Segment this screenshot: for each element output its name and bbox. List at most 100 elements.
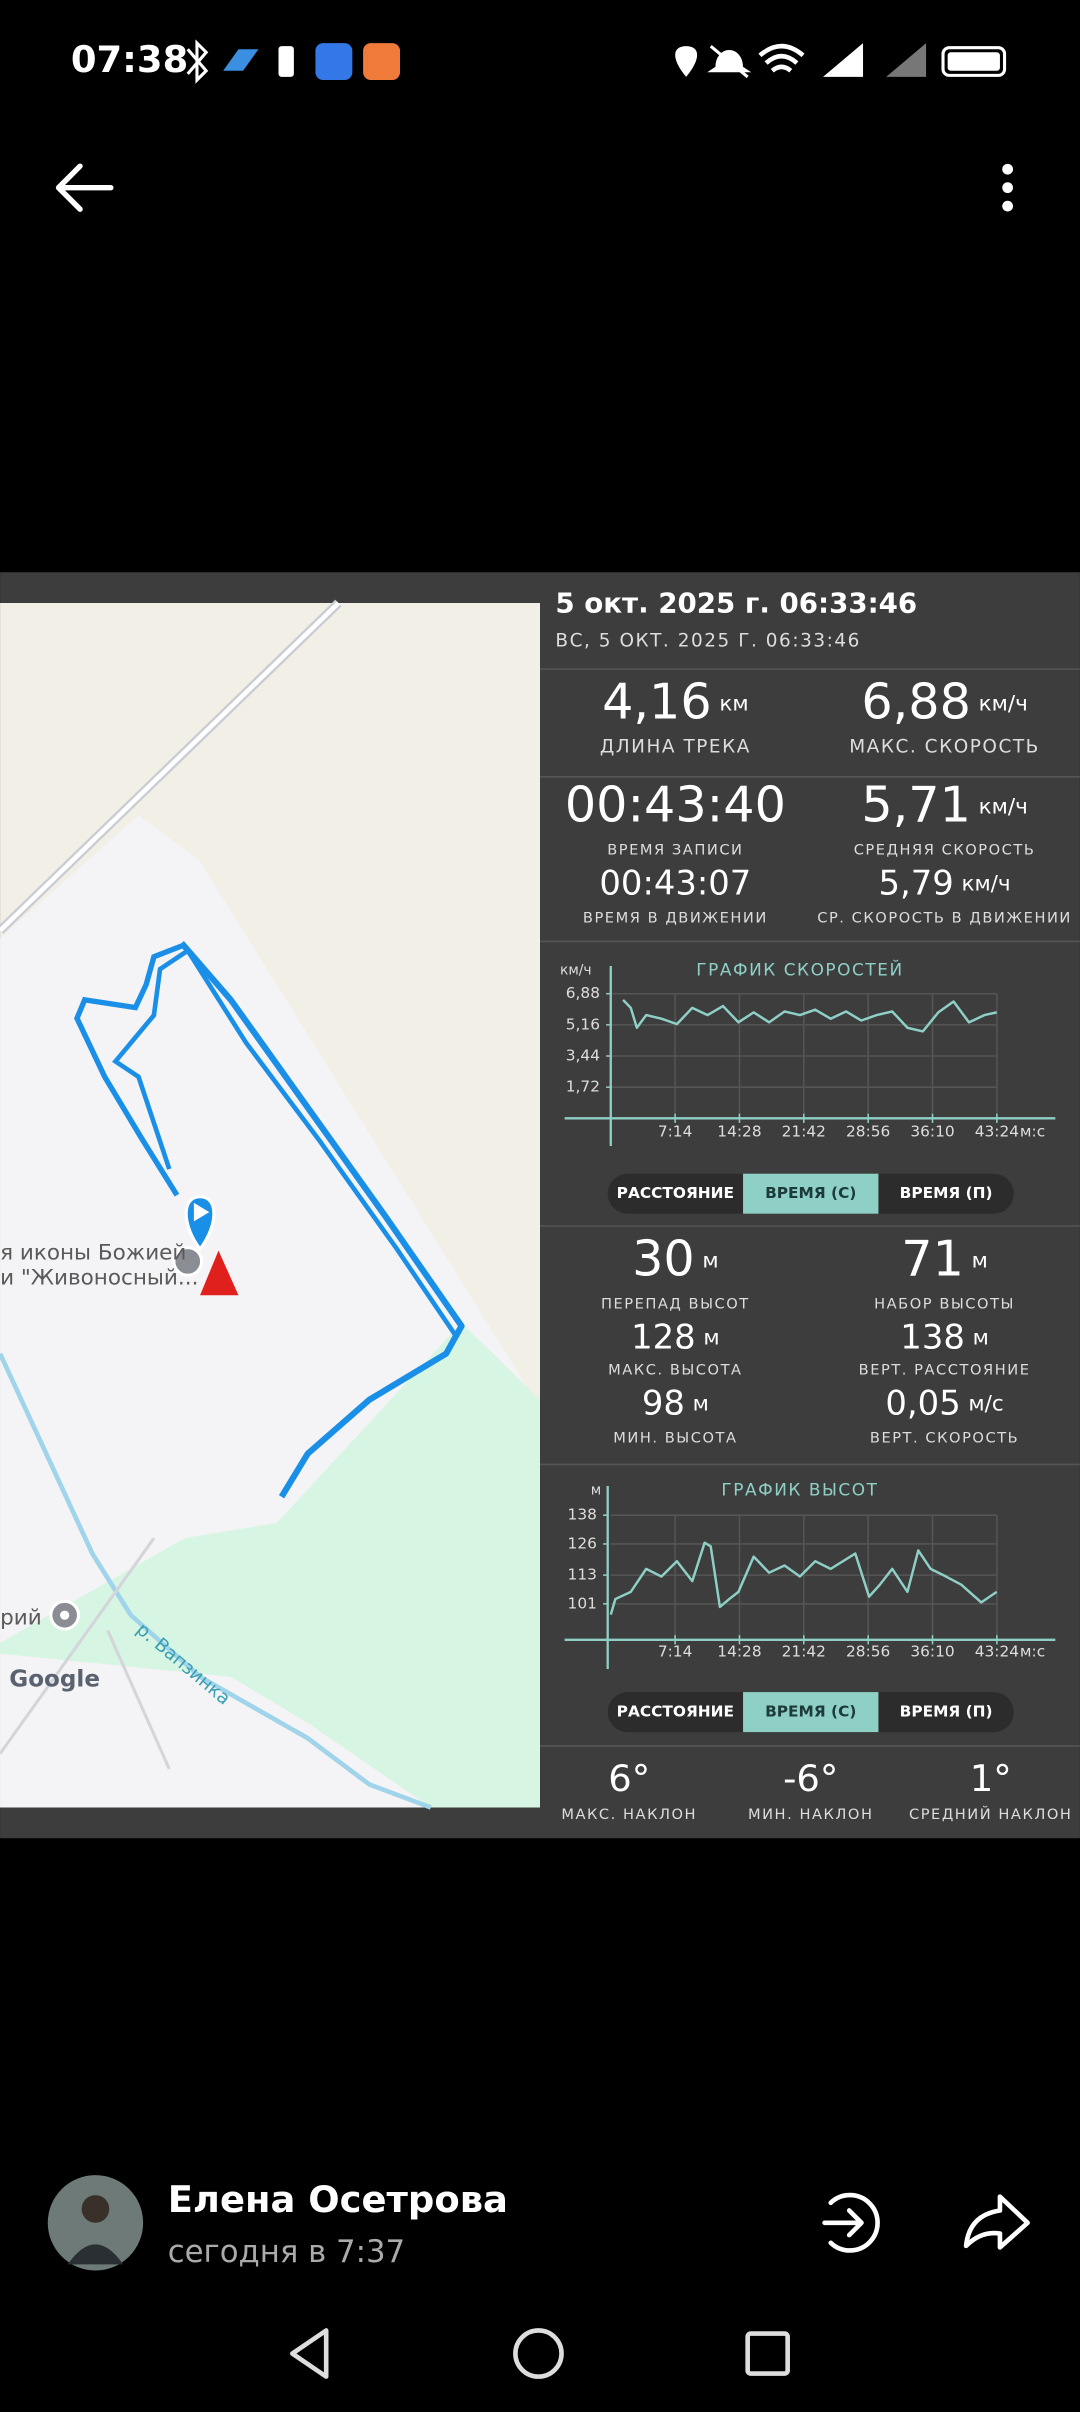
- y-tick-label: 6,88: [566, 984, 600, 1002]
- y-tick-label: 3,44: [566, 1047, 600, 1065]
- stat-unit: м/с: [968, 1391, 1003, 1416]
- data-line: [609, 1541, 998, 1615]
- x-axis-label: м:с: [1020, 1123, 1045, 1141]
- stat-value: -6°: [783, 1756, 838, 1799]
- stat-value: 128 м: [631, 1317, 720, 1356]
- avatar-body: [67, 2244, 124, 2265]
- stat-label: СРЕДНЯЯ СКОРОСТЬ: [854, 842, 1036, 859]
- stat-value: 138 м: [900, 1317, 989, 1356]
- toggle-option: РАССТОЯНИЕ: [617, 1703, 734, 1721]
- chart-title: ГРАФИК ВЫСОТ: [721, 1480, 878, 1500]
- stat-unit: м: [703, 1325, 719, 1350]
- stat-label: НАБОР ВЫСОТЫ: [874, 1295, 1015, 1312]
- stat-number: 0,05: [885, 1383, 960, 1422]
- x-tick-label: 7:14: [658, 1643, 693, 1661]
- stat-number: 6°: [608, 1756, 650, 1799]
- stat-label: ВРЕМЯ В ДВИЖЕНИИ: [583, 909, 768, 926]
- nav-back[interactable]: [290, 2328, 329, 2379]
- y-tick-label: 113: [568, 1566, 597, 1584]
- y-tick-label: 126: [568, 1534, 597, 1552]
- stat-value: 4,16 км: [602, 672, 749, 730]
- stat-unit: км/ч: [961, 872, 1010, 897]
- nav-home[interactable]: [513, 2328, 564, 2379]
- track-date-subtitle: ВС, 5 ОКТ. 2025 Г. 06:33:46: [555, 630, 861, 651]
- menu-button[interactable]: [1002, 163, 1014, 212]
- stat-unit: м: [693, 1391, 709, 1416]
- x-tick-label: 43:24: [975, 1123, 1019, 1141]
- stat-value: 00:43:07: [599, 863, 751, 902]
- stat-label: МАКС. СКОРОСТЬ: [849, 737, 1040, 758]
- stat-value: 71 м: [901, 1229, 988, 1287]
- y-tick-label: 1,72: [566, 1078, 600, 1096]
- stat-number: -6°: [783, 1756, 838, 1799]
- author-name[interactable]: Елена Осетрова: [168, 2178, 508, 2221]
- stat-label: ПЕРЕПАД ВЫСОТ: [601, 1295, 750, 1312]
- x-tick-label: 43:24: [975, 1643, 1019, 1661]
- x-tick-label: 36:10: [910, 1643, 954, 1661]
- stat-number: 5,79: [878, 863, 953, 902]
- stat-value: 30 м: [632, 1229, 719, 1287]
- status-icons: [186, 39, 1007, 84]
- data-line: [622, 999, 997, 1033]
- map-label: рий: [0, 1605, 42, 1630]
- stat-unit: км: [719, 692, 748, 717]
- forward-button[interactable]: [822, 2192, 880, 2253]
- stat-value: 6°: [608, 1756, 650, 1799]
- back-button[interactable]: [55, 163, 114, 212]
- stat-label: СР. СКОРОСТЬ В ДВИЖЕНИИ: [817, 909, 1072, 926]
- stat-number: 6,88: [861, 672, 971, 730]
- stat-number: 30: [632, 1229, 695, 1287]
- toggle-option: ВРЕМЯ (П): [900, 1184, 993, 1202]
- x-axis-label: м:с: [1020, 1643, 1045, 1661]
- stat-number: 00:43:40: [565, 775, 786, 833]
- stat-value: 0,05 м/с: [885, 1383, 1003, 1422]
- y-tick-label: 101: [568, 1594, 597, 1612]
- x-tick-label: 28:56: [846, 1123, 890, 1141]
- x-tick-label: 21:42: [782, 1123, 826, 1141]
- stat-number: 128: [631, 1317, 696, 1356]
- stat-label: ВЕРТ. СКОРОСТЬ: [870, 1429, 1019, 1446]
- x-tick-label: 21:42: [782, 1643, 826, 1661]
- stat-label: МИН. НАКЛОН: [748, 1806, 874, 1823]
- stat-number: 5,71: [861, 775, 971, 833]
- map-label: и "Живоносный...: [0, 1265, 198, 1290]
- stat-value: 5,79 км/ч: [878, 863, 1010, 902]
- stat-number: 00:43:07: [599, 863, 751, 902]
- stat-label: ДЛИНА ТРЕКА: [600, 737, 751, 758]
- toggle-option: ВРЕМЯ (П): [900, 1703, 993, 1721]
- y-axis-label: м: [591, 1483, 601, 1499]
- stat-value: 6,88 км/ч: [861, 672, 1027, 730]
- stat-label: МАКС. НАКЛОН: [561, 1806, 697, 1823]
- nav-recents[interactable]: [745, 2331, 790, 2376]
- stat-unit: км/ч: [979, 692, 1028, 717]
- map-logo: Google: [9, 1666, 100, 1692]
- stat-label: СРЕДНИЙ НАКЛОН: [909, 1805, 1073, 1823]
- y-tick-label: 5,16: [566, 1015, 600, 1033]
- x-tick-label: 7:14: [658, 1123, 693, 1141]
- stat-number: 98: [642, 1383, 685, 1422]
- stat-label: ВЕРТ. РАССТОЯНИЕ: [859, 1362, 1031, 1379]
- x-tick-label: 36:10: [910, 1123, 954, 1141]
- stat-number: 1°: [970, 1756, 1012, 1799]
- share-button[interactable]: [963, 2194, 1030, 2250]
- stat-number: 138: [900, 1317, 965, 1356]
- stat-label: МАКС. ВЫСОТА: [608, 1362, 742, 1379]
- post-time: сегодня в 7:37: [168, 2234, 405, 2270]
- x-tick-label: 14:28: [717, 1123, 761, 1141]
- stat-unit: м: [972, 1248, 988, 1273]
- map-label: я иконы Божией: [0, 1241, 186, 1266]
- avatar-head: [81, 2195, 110, 2223]
- track-date: 5 окт. 2025 г. 06:33:46: [555, 587, 917, 620]
- x-tick-label: 14:28: [717, 1643, 761, 1661]
- x-tick-label: 28:56: [846, 1643, 890, 1661]
- stat-value: 00:43:40: [565, 775, 786, 833]
- stat-unit: м: [702, 1248, 718, 1273]
- stat-label: МИН. ВЫСОТА: [613, 1429, 737, 1446]
- status-time: 07:38: [71, 38, 188, 81]
- toggle-option: ВРЕМЯ (С): [765, 1184, 856, 1202]
- y-axis-label: км/ч: [560, 963, 592, 979]
- stat-number: 71: [901, 1229, 964, 1287]
